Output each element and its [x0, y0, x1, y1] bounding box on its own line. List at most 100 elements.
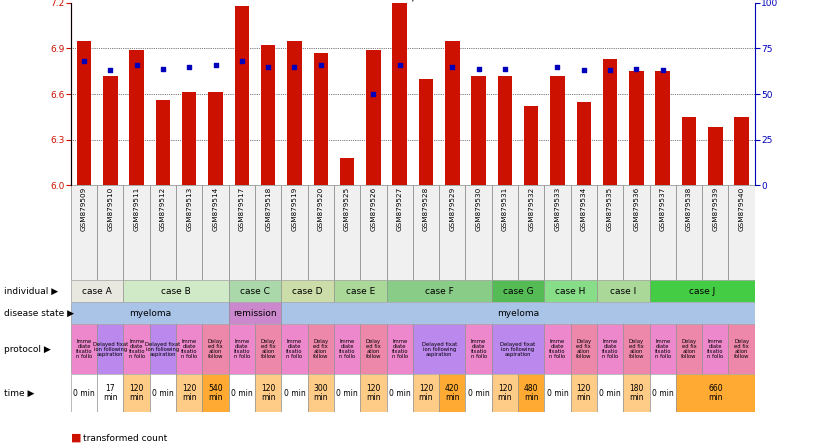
Bar [229, 324, 255, 374]
Bar [229, 185, 255, 280]
Text: GSM879514: GSM879514 [213, 187, 219, 231]
Point [577, 67, 590, 74]
Text: Delay
ed fix
ation
follow: Delay ed fix ation follow [576, 339, 591, 359]
Text: 0 min: 0 min [231, 388, 253, 397]
Bar [255, 374, 281, 412]
Text: GSM879533: GSM879533 [555, 187, 560, 231]
Bar [650, 280, 755, 302]
Text: Delay
ed fix
ation
follow: Delay ed fix ation follow [734, 339, 749, 359]
Bar [440, 185, 465, 280]
Point [103, 67, 117, 74]
Point [288, 63, 301, 70]
Bar [393, 3, 407, 185]
Bar [176, 324, 203, 374]
Bar [234, 6, 249, 185]
Bar [545, 324, 570, 374]
Point [314, 61, 328, 68]
Bar [261, 45, 275, 185]
Bar [98, 374, 123, 412]
Bar [597, 280, 650, 302]
Bar [156, 100, 170, 185]
Bar [334, 374, 360, 412]
Bar [203, 374, 229, 412]
Text: 0 min: 0 min [652, 388, 674, 397]
Text: Delayed fixat
ion following
aspiration: Delayed fixat ion following aspiration [421, 341, 457, 357]
Bar [728, 185, 755, 280]
Text: 660
min: 660 min [708, 384, 722, 402]
Text: GSM879509: GSM879509 [81, 187, 87, 231]
Point [208, 61, 222, 68]
Bar [676, 324, 702, 374]
Bar [570, 185, 597, 280]
Point [498, 65, 511, 72]
Point [630, 65, 643, 72]
Bar [150, 185, 176, 280]
Text: Delayed fixat
ion following
aspiration: Delayed fixat ion following aspiration [500, 341, 535, 357]
Bar [281, 324, 308, 374]
Bar [413, 374, 440, 412]
Bar [681, 117, 696, 185]
Text: 120
min: 120 min [366, 384, 380, 402]
Text: Delay
ed fix
ation
follow: Delay ed fix ation follow [260, 339, 276, 359]
Bar [597, 374, 623, 412]
Text: myeloma: myeloma [128, 309, 171, 317]
Text: 0 min: 0 min [73, 388, 95, 397]
Text: Imme
diate
fixatio
n follo: Imme diate fixatio n follo [470, 339, 487, 359]
Text: GSM879512: GSM879512 [160, 187, 166, 231]
Bar [176, 185, 203, 280]
Text: Delayed fixat
ion following
aspiration: Delayed fixat ion following aspiration [145, 341, 181, 357]
Text: GSM879537: GSM879537 [660, 187, 666, 231]
Text: GSM879519: GSM879519 [291, 187, 298, 231]
Text: case I: case I [610, 286, 636, 296]
Text: 120
min: 120 min [498, 384, 512, 402]
Text: Imme
diate
fixatio
n follo: Imme diate fixatio n follo [76, 339, 93, 359]
Bar [597, 324, 623, 374]
Text: 120
min: 120 min [419, 384, 433, 402]
Text: GSM879520: GSM879520 [318, 187, 324, 231]
Point [130, 61, 143, 68]
Text: 120
min: 120 min [576, 384, 591, 402]
Bar [360, 185, 386, 280]
Text: 0 min: 0 min [152, 388, 173, 397]
Text: Imme
diate
fixatio
n follo: Imme diate fixatio n follo [391, 339, 408, 359]
Bar [492, 185, 518, 280]
Bar [366, 50, 380, 185]
Bar [419, 79, 433, 185]
Text: GSM879530: GSM879530 [475, 187, 481, 231]
Bar [281, 374, 308, 412]
Bar [334, 185, 360, 280]
Bar [518, 185, 545, 280]
Bar [413, 185, 440, 280]
Bar [71, 324, 98, 374]
Bar [360, 374, 386, 412]
Bar [281, 185, 308, 280]
Point [78, 58, 91, 65]
Bar [550, 76, 565, 185]
Text: GSM879526: GSM879526 [370, 187, 376, 231]
Bar [229, 302, 281, 324]
Bar [735, 117, 749, 185]
Text: time ▶: time ▶ [4, 388, 34, 397]
Point [445, 63, 459, 70]
Text: Delay
ed fix
ation
follow: Delay ed fix ation follow [313, 339, 329, 359]
Text: Imme
diate
fixatio
n follo: Imme diate fixatio n follo [234, 339, 250, 359]
Text: GSM879539: GSM879539 [712, 187, 718, 231]
Text: case A: case A [83, 286, 112, 296]
Bar [281, 280, 334, 302]
Text: GSM879534: GSM879534 [580, 187, 587, 231]
Bar [702, 324, 728, 374]
Bar [208, 92, 223, 185]
Bar [570, 324, 597, 374]
Bar [123, 374, 150, 412]
Text: 0 min: 0 min [284, 388, 305, 397]
Bar [465, 374, 492, 412]
Text: Delay
ed fix
ation
follow: Delay ed fix ation follow [208, 339, 224, 359]
Text: 0 min: 0 min [389, 388, 410, 397]
Bar [386, 185, 413, 280]
Text: 17
min: 17 min [103, 384, 118, 402]
Bar [98, 185, 123, 280]
Bar [492, 324, 545, 374]
Text: Delay
ed fix
ation
follow: Delay ed fix ation follow [365, 339, 381, 359]
Bar [203, 324, 229, 374]
Bar [656, 71, 670, 185]
